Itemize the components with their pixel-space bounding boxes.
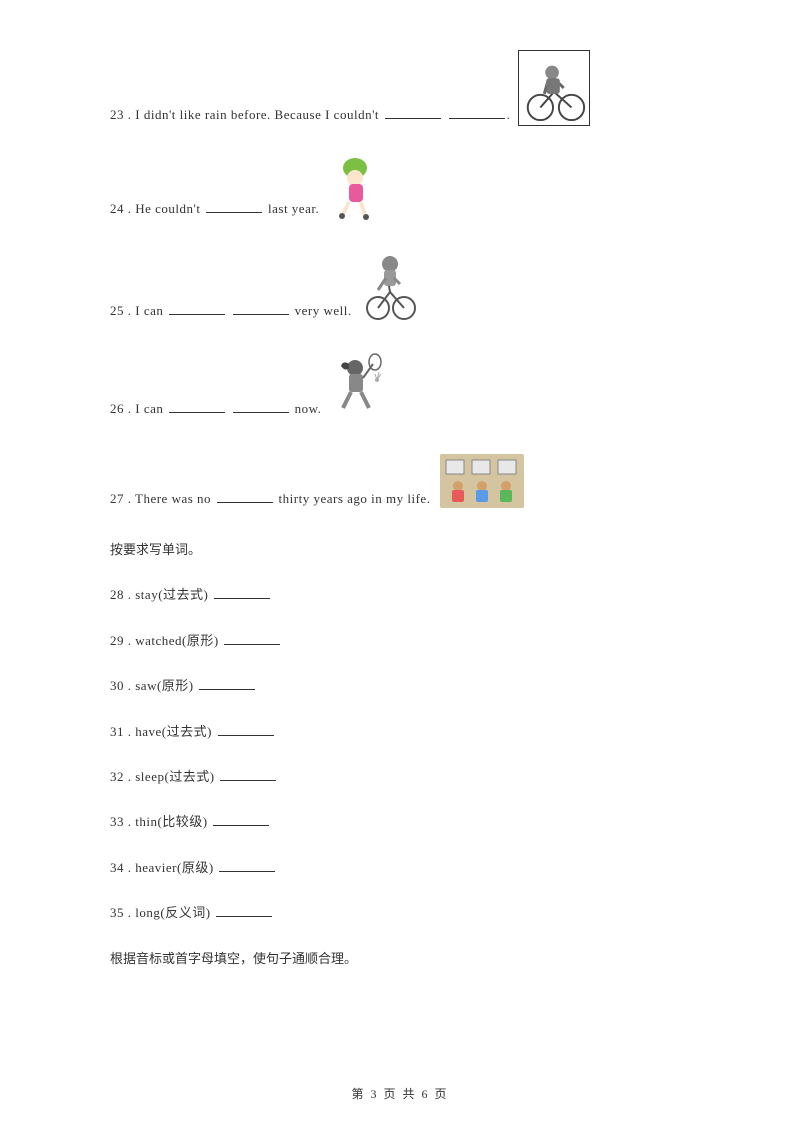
question-34: 34 . heavier(原级): [110, 856, 690, 879]
question-part-a: I can: [135, 303, 167, 318]
question-text: 35 . long(反义词): [110, 901, 274, 924]
question-part-b: .: [507, 107, 511, 122]
question-31: 31 . have(过去式): [110, 720, 690, 743]
question-text: 30 . saw(原形): [110, 674, 257, 697]
question-text: 31 . have(过去式): [110, 720, 276, 743]
question-text: 24 . He couldn't last year.: [110, 197, 319, 220]
question-number: 25 .: [110, 303, 132, 318]
question-body: watched(原形): [135, 633, 222, 648]
blank[interactable]: [219, 859, 275, 872]
people-computers-icon: [438, 448, 526, 510]
skating-image: [327, 154, 387, 220]
question-number: 33 .: [110, 814, 132, 829]
question-30: 30 . saw(原形): [110, 674, 690, 697]
question-number: 29 .: [110, 633, 132, 648]
question-text: 23 . I didn't like rain before. Because …: [110, 103, 510, 126]
blank[interactable]: [169, 400, 225, 413]
question-text: 28 . stay(过去式): [110, 583, 272, 606]
blank[interactable]: [213, 813, 269, 826]
boy-bicycle-icon: [519, 50, 589, 126]
question-35: 35 . long(反义词): [110, 901, 690, 924]
instruction-word-forms: 按要求写单词。: [110, 538, 690, 561]
question-number: 32 .: [110, 769, 132, 784]
question-body: have(过去式): [135, 724, 215, 739]
question-part-b: very well.: [291, 303, 352, 318]
badminton-image: [329, 350, 387, 420]
instruction-phonetics: 根据音标或首字母填空，使句子通顺合理。: [110, 947, 690, 970]
cycling-image-2: [360, 248, 420, 322]
blank[interactable]: [385, 106, 441, 119]
question-25: 25 . I can very well.: [110, 248, 690, 322]
question-28: 28 . stay(过去式): [110, 583, 690, 606]
blank[interactable]: [233, 302, 289, 315]
question-text: 33 . thin(比较级): [110, 810, 271, 833]
question-23: 23 . I didn't like rain before. Because …: [110, 50, 690, 126]
question-body: heavier(原级): [135, 860, 217, 875]
blank[interactable]: [169, 302, 225, 315]
question-text: 29 . watched(原形): [110, 629, 282, 652]
skating-child-icon: [327, 154, 387, 220]
question-part-a: There was no: [135, 491, 215, 506]
question-text: 25 . I can very well.: [110, 299, 352, 322]
question-part-b: now.: [291, 401, 322, 416]
question-32: 32 . sleep(过去式): [110, 765, 690, 788]
question-text: 26 . I can now.: [110, 397, 321, 420]
blank[interactable]: [220, 768, 276, 781]
boy-bicycle-grey-icon: [360, 248, 420, 322]
question-number: 34 .: [110, 860, 132, 875]
question-body: long(反义词): [135, 905, 214, 920]
question-number: 35 .: [110, 905, 132, 920]
question-33: 33 . thin(比较级): [110, 810, 690, 833]
question-part-a: He couldn't: [135, 201, 204, 216]
question-27: 27 . There was no thirty years ago in my…: [110, 448, 690, 510]
page-footer: 第 3 页 共 6 页: [0, 1085, 800, 1102]
question-body: thin(比较级): [135, 814, 211, 829]
question-text: 34 . heavier(原级): [110, 856, 277, 879]
blank[interactable]: [214, 586, 270, 599]
question-24: 24 . He couldn't last year.: [110, 154, 690, 220]
blank[interactable]: [206, 200, 262, 213]
question-number: 24 .: [110, 201, 132, 216]
question-number: 28 .: [110, 587, 132, 602]
blank[interactable]: [199, 677, 255, 690]
blank[interactable]: [218, 723, 274, 736]
question-body: sleep(过去式): [135, 769, 218, 784]
question-29: 29 . watched(原形): [110, 629, 690, 652]
question-part-b: thirty years ago in my life.: [275, 491, 431, 506]
question-text: 27 . There was no thirty years ago in my…: [110, 487, 430, 510]
question-number: 26 .: [110, 401, 132, 416]
computers-image: [438, 448, 526, 510]
question-number: 27 .: [110, 491, 132, 506]
blank[interactable]: [217, 490, 273, 503]
girl-badminton-icon: [329, 350, 387, 420]
question-part-b: last year.: [264, 201, 319, 216]
blank[interactable]: [233, 400, 289, 413]
question-number: 23 .: [110, 107, 132, 122]
question-part-a: I didn't like rain before. Because I cou…: [135, 107, 383, 122]
question-part-a: I can: [135, 401, 167, 416]
question-number: 30 .: [110, 678, 132, 693]
question-26: 26 . I can now.: [110, 350, 690, 420]
question-text: 32 . sleep(过去式): [110, 765, 278, 788]
cycling-image: [518, 50, 590, 126]
blank[interactable]: [216, 904, 272, 917]
question-body: saw(原形): [135, 678, 197, 693]
blank[interactable]: [224, 632, 280, 645]
blank[interactable]: [449, 106, 505, 119]
question-body: stay(过去式): [135, 587, 212, 602]
question-number: 31 .: [110, 724, 132, 739]
